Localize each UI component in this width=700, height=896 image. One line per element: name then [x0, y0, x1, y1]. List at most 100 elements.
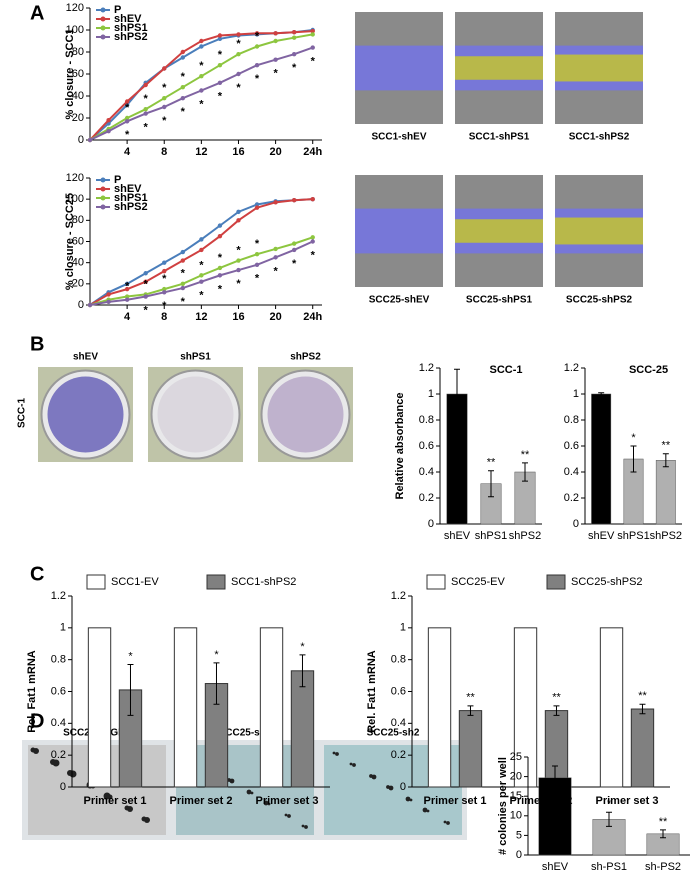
point	[291, 241, 297, 246]
significance: *	[236, 278, 241, 290]
significance: *	[125, 102, 130, 114]
point	[162, 66, 167, 71]
y-tick-label: 0.2	[419, 492, 434, 504]
x-tick-label: Primer set 3	[256, 795, 319, 807]
point	[273, 200, 278, 205]
point	[199, 44, 204, 49]
x-tick-label: 4	[124, 311, 131, 323]
error-bar	[127, 663, 134, 716]
legend-marker	[100, 16, 106, 22]
significance: *	[311, 249, 316, 261]
plate-colonies	[157, 376, 234, 453]
point	[124, 115, 130, 121]
y-tick-label: 100	[66, 24, 84, 36]
legend-label: shPS2	[114, 31, 148, 43]
colony-dot	[388, 785, 394, 791]
colony-dot	[250, 791, 254, 795]
point	[124, 286, 130, 292]
point	[273, 57, 278, 62]
point	[162, 290, 167, 295]
y-tick-label: 0	[573, 518, 579, 530]
y-tick-label: 0.6	[564, 440, 579, 452]
bar	[458, 710, 483, 788]
plate-colonies	[47, 376, 124, 453]
point	[199, 247, 204, 253]
y-tick-label: 100	[66, 193, 84, 205]
y-tick-label: 1.2	[419, 362, 434, 374]
error-bar	[522, 462, 528, 482]
x-tick-label: 12	[195, 146, 207, 158]
legend-swatch	[86, 574, 106, 590]
significance: *	[144, 122, 149, 134]
colony-dot	[69, 770, 77, 778]
significance: *	[292, 62, 297, 74]
legend-swatch	[546, 574, 566, 590]
significance: *	[199, 60, 204, 72]
y-tick-label: 0.4	[564, 466, 579, 478]
significance: *	[125, 129, 130, 141]
plate-colonies	[267, 376, 344, 453]
significance: *	[255, 30, 260, 42]
y-tick-label: 120	[66, 172, 84, 184]
x-tick-label: shPS2	[509, 530, 541, 542]
significance: *	[218, 91, 223, 103]
point	[124, 99, 130, 104]
x-tick-label: 8	[161, 311, 167, 323]
y-tick-label: 0.6	[391, 685, 406, 697]
bar	[630, 708, 655, 788]
x-tick-label: shEV	[542, 861, 569, 873]
y-tick-label: 0.8	[391, 654, 406, 666]
point	[217, 33, 223, 38]
significance: *	[162, 82, 167, 94]
point	[143, 271, 148, 276]
significance: *	[181, 106, 186, 118]
legend-label: shPS1	[114, 192, 148, 204]
x-tick-label: 20	[269, 146, 281, 158]
significance: *	[181, 268, 186, 280]
legend-marker	[100, 177, 106, 183]
error-bar	[299, 654, 306, 688]
significance: *	[273, 265, 278, 277]
significance: *	[631, 432, 636, 444]
x-tick-label: shEV	[588, 530, 615, 542]
significance: *	[273, 68, 278, 80]
y-tick-label: 60	[72, 68, 84, 80]
point	[217, 80, 223, 86]
point	[291, 247, 297, 253]
y-axis-label: Rel. Fat1 mRNA	[26, 650, 38, 733]
x-tick-label: 16	[232, 146, 244, 158]
point	[291, 198, 297, 203]
error-bar	[598, 392, 605, 396]
x-tick-label: 24h	[303, 146, 322, 158]
point	[124, 119, 130, 124]
point	[143, 107, 148, 112]
error-bar	[488, 470, 494, 498]
significance: *	[255, 73, 260, 85]
y-tick-label: 0	[78, 134, 84, 146]
point	[180, 281, 185, 287]
y-tick-label: 10	[510, 810, 522, 822]
y-tick-label: 15	[510, 790, 522, 802]
colony-dot	[332, 751, 336, 755]
image-caption: SCC1-shPS1	[469, 132, 530, 143]
image-caption: SCC1-shPS2	[569, 132, 630, 143]
legend-label: SCC25-shPS2	[571, 576, 643, 588]
point	[236, 267, 241, 273]
cell-band	[355, 208, 443, 254]
significance: *	[128, 650, 133, 662]
y-axis-label: % closure - SCC1	[64, 28, 76, 119]
y-tick-label: 0.4	[51, 717, 66, 729]
point	[143, 82, 148, 88]
point	[273, 255, 278, 260]
legend-swatch	[426, 574, 446, 590]
y-tick-label: 80	[72, 46, 84, 58]
y-tick-label: 0.6	[51, 685, 66, 697]
bar	[427, 627, 452, 788]
colony-dot	[229, 778, 235, 784]
point	[199, 279, 204, 284]
error-bar	[213, 662, 220, 705]
legend-marker	[100, 7, 106, 13]
point	[106, 129, 111, 134]
point	[180, 49, 185, 55]
point	[199, 273, 204, 278]
